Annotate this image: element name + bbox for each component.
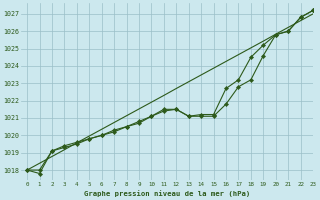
X-axis label: Graphe pression niveau de la mer (hPa): Graphe pression niveau de la mer (hPa): [84, 190, 250, 197]
